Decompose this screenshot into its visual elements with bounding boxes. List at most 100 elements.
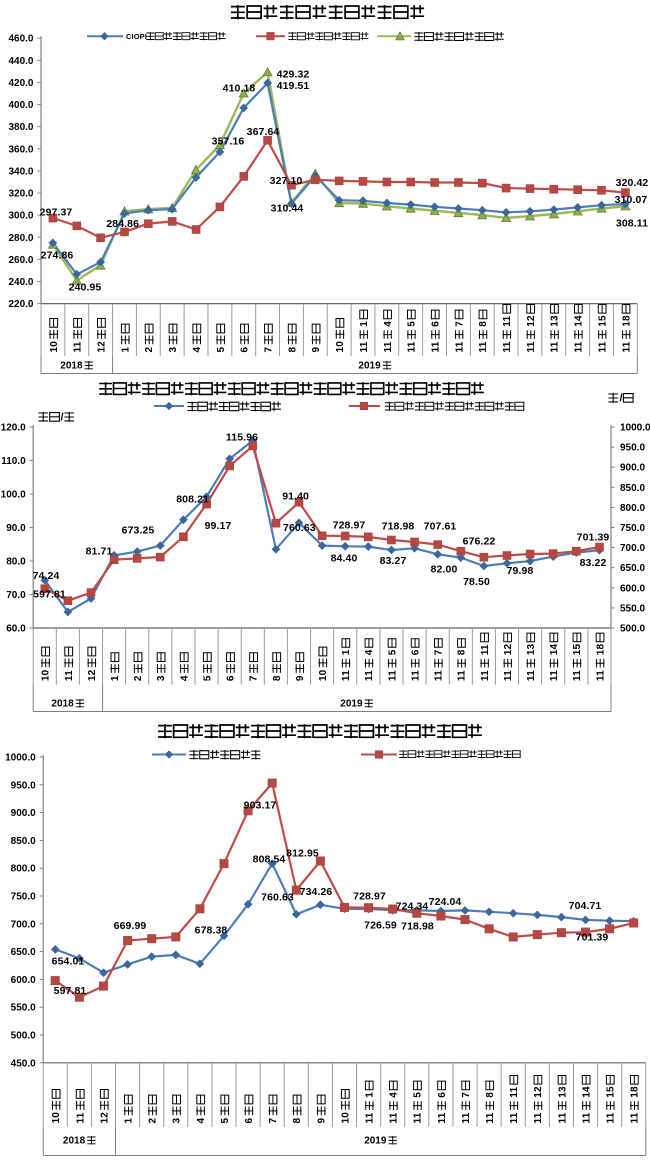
svg-text:10: 10	[335, 341, 346, 353]
svg-text:9: 9	[311, 347, 322, 353]
svg-text:676.22: 676.22	[463, 536, 496, 548]
svg-text:10: 10	[318, 669, 329, 681]
svg-text:410.18: 410.18	[223, 83, 256, 95]
svg-text:4: 4	[192, 347, 203, 353]
svg-text:320.42: 320.42	[616, 177, 649, 189]
svg-text:11: 11	[389, 1112, 400, 1123]
svg-text:903.17: 903.17	[244, 800, 277, 812]
svg-text:308.11: 308.11	[616, 218, 648, 230]
svg-text:678.38: 678.38	[195, 925, 228, 937]
svg-text:10: 10	[49, 341, 60, 353]
svg-text:6: 6	[410, 649, 421, 655]
svg-text:11: 11	[503, 670, 514, 681]
svg-text:701.39: 701.39	[577, 532, 610, 544]
svg-text:11: 11	[557, 1112, 568, 1123]
svg-text:274.86: 274.86	[41, 250, 74, 262]
svg-text:11: 11	[454, 341, 465, 352]
svg-text:/: /	[620, 393, 623, 405]
svg-text:1000.0: 1000.0	[5, 753, 36, 764]
svg-text:11: 11	[549, 670, 560, 681]
svg-text:5: 5	[202, 675, 213, 681]
svg-text:11: 11	[581, 1112, 592, 1123]
svg-text:74.24: 74.24	[33, 570, 60, 582]
svg-text:8: 8	[272, 675, 283, 681]
svg-text:11: 11	[480, 644, 491, 655]
svg-text:4: 4	[364, 649, 375, 655]
svg-text:1: 1	[359, 321, 370, 327]
svg-text:704.71: 704.71	[569, 900, 602, 912]
svg-text:60.0: 60.0	[6, 624, 26, 635]
svg-text:3: 3	[156, 675, 167, 681]
svg-text:297.37: 297.37	[40, 207, 73, 219]
svg-text:18: 18	[621, 315, 632, 327]
svg-text:357.16: 357.16	[212, 136, 245, 148]
svg-text:12: 12	[97, 341, 108, 353]
svg-text:5: 5	[216, 347, 227, 353]
svg-text:8: 8	[457, 649, 468, 655]
svg-text:11: 11	[509, 1086, 520, 1097]
svg-text:240.95: 240.95	[69, 282, 102, 294]
svg-text:4: 4	[383, 321, 394, 327]
svg-text:654.01: 654.01	[52, 956, 85, 968]
svg-text:760.63: 760.63	[283, 522, 316, 534]
svg-text:718.98: 718.98	[382, 521, 415, 533]
svg-text:7: 7	[434, 649, 445, 655]
svg-text:2: 2	[133, 675, 144, 681]
svg-text:18: 18	[630, 1086, 641, 1098]
svg-text:7: 7	[268, 1118, 279, 1124]
svg-text:70.0: 70.0	[6, 590, 26, 601]
svg-text:760.63: 760.63	[261, 892, 294, 904]
svg-text:310.07: 310.07	[615, 194, 648, 206]
svg-text:11: 11	[485, 1112, 496, 1123]
svg-text:15: 15	[606, 1086, 617, 1098]
svg-text:11: 11	[478, 341, 489, 352]
svg-text:18: 18	[595, 644, 606, 656]
svg-text:80.0: 80.0	[6, 557, 26, 568]
svg-text:11: 11	[410, 670, 421, 681]
svg-text:669.99: 669.99	[114, 920, 147, 932]
svg-text:83.22: 83.22	[580, 557, 607, 569]
svg-text:11: 11	[359, 341, 370, 352]
svg-text:6: 6	[437, 1092, 448, 1098]
svg-text:83.27: 83.27	[380, 555, 407, 567]
svg-text:724.04: 724.04	[429, 896, 462, 908]
svg-text:12: 12	[99, 1112, 110, 1124]
svg-text:11: 11	[526, 341, 537, 352]
svg-text:1: 1	[341, 649, 352, 655]
svg-text:500.0: 500.0	[11, 1031, 36, 1042]
svg-text:7: 7	[454, 321, 465, 327]
svg-text:1: 1	[120, 347, 131, 353]
svg-text:728.97: 728.97	[333, 520, 366, 532]
svg-text:2: 2	[144, 347, 155, 353]
svg-text:600.0: 600.0	[11, 975, 36, 986]
svg-text:12: 12	[526, 315, 537, 327]
svg-text:5: 5	[407, 321, 418, 327]
svg-text:597.81: 597.81	[33, 589, 66, 601]
svg-text:429.32: 429.32	[277, 69, 310, 81]
svg-text:78.50: 78.50	[463, 576, 490, 588]
svg-text:79.98: 79.98	[507, 565, 534, 577]
svg-text:310.44: 310.44	[271, 203, 304, 215]
svg-text:240.0: 240.0	[8, 277, 33, 288]
svg-text:1: 1	[110, 675, 121, 681]
svg-text:280.0: 280.0	[8, 233, 33, 244]
svg-text:597.81: 597.81	[54, 985, 87, 997]
svg-text:701.39: 701.39	[576, 932, 609, 944]
svg-text:7: 7	[249, 675, 260, 681]
svg-text:600.0: 600.0	[620, 583, 645, 594]
svg-text:11: 11	[574, 341, 585, 352]
svg-text:724.34: 724.34	[396, 901, 429, 913]
svg-text:400.0: 400.0	[8, 100, 33, 111]
svg-text:900.0: 900.0	[620, 463, 645, 474]
svg-text:340.0: 340.0	[8, 166, 33, 177]
svg-text:3: 3	[168, 347, 179, 353]
svg-text:11: 11	[407, 341, 418, 352]
svg-text:11: 11	[73, 341, 84, 352]
svg-text:11: 11	[457, 670, 468, 681]
svg-text:367.64: 367.64	[247, 126, 280, 138]
svg-text:11: 11	[572, 670, 583, 681]
svg-text:8: 8	[485, 1092, 496, 1098]
svg-text:120.0: 120.0	[1, 423, 26, 434]
svg-text:750.0: 750.0	[11, 892, 36, 903]
svg-text:850.0: 850.0	[620, 483, 645, 494]
